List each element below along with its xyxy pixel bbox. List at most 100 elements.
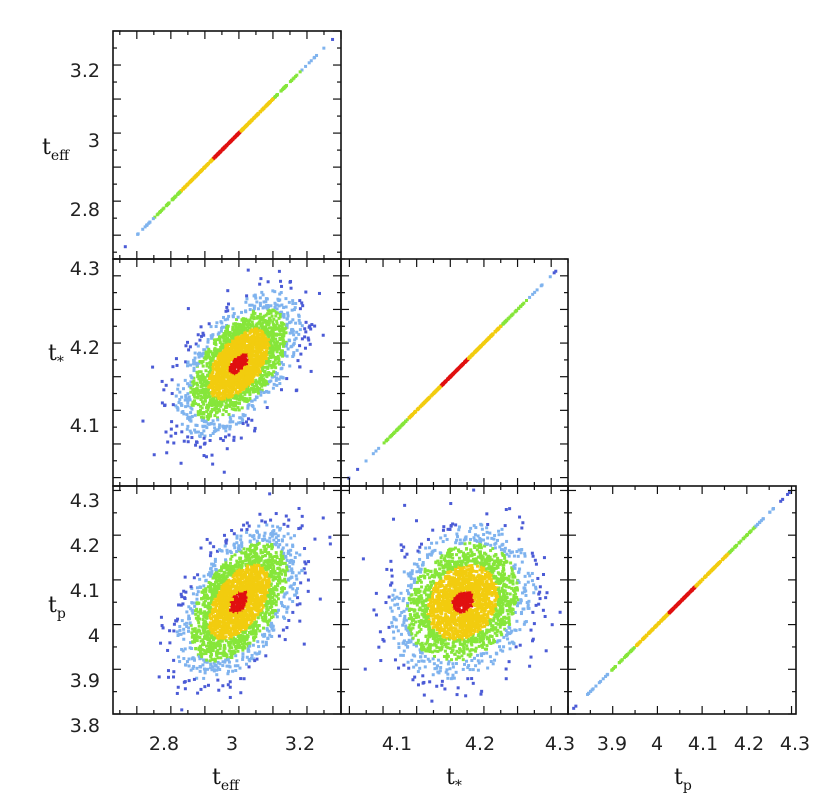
scatter-point bbox=[282, 350, 286, 354]
scatter-point bbox=[178, 625, 182, 629]
diagonal-point bbox=[206, 162, 210, 166]
scatter-point bbox=[208, 438, 212, 442]
scatter-point bbox=[285, 317, 289, 321]
scatter-point bbox=[261, 358, 265, 362]
scatter-point bbox=[226, 289, 230, 293]
scatter-point bbox=[212, 397, 216, 401]
scatter-point bbox=[222, 332, 226, 336]
diagonal-point bbox=[283, 85, 287, 89]
scatter-point bbox=[253, 429, 257, 433]
scatter-point bbox=[226, 624, 230, 628]
scatter-point bbox=[265, 406, 269, 410]
scatter-point bbox=[266, 551, 270, 555]
scatter-point bbox=[196, 383, 200, 387]
scatter-point bbox=[217, 392, 221, 396]
scatter-point bbox=[209, 411, 213, 415]
scatter-point bbox=[242, 547, 246, 551]
scatter-point bbox=[242, 345, 246, 349]
diagonal-point bbox=[517, 306, 521, 310]
scatter-point bbox=[184, 663, 188, 667]
scatter-point bbox=[251, 357, 255, 361]
scatter-point bbox=[269, 342, 273, 346]
scatter-point bbox=[240, 528, 244, 532]
scatter-point bbox=[232, 383, 236, 387]
scatter-point bbox=[222, 591, 226, 595]
scatter-point bbox=[198, 665, 202, 669]
scatter-point bbox=[202, 393, 206, 397]
scatter-point bbox=[211, 394, 215, 398]
scatter-point bbox=[196, 691, 200, 695]
scatter-point bbox=[218, 335, 222, 339]
diagonal-point bbox=[194, 174, 198, 178]
scatter-point bbox=[239, 369, 243, 373]
scatter-point bbox=[244, 326, 248, 330]
scatter-point bbox=[252, 638, 256, 642]
diagonal-point bbox=[505, 318, 509, 322]
scatter-point bbox=[243, 337, 247, 341]
diagonal-point bbox=[524, 299, 528, 303]
scatter-point bbox=[248, 397, 252, 401]
scatter-point bbox=[222, 533, 226, 537]
scatter-point bbox=[219, 385, 223, 389]
scatter-point bbox=[270, 575, 274, 579]
diagonal-point bbox=[313, 55, 317, 59]
scatter-point bbox=[297, 571, 301, 575]
scatter-point bbox=[224, 429, 228, 433]
scatter-point bbox=[179, 461, 183, 465]
scatter-point bbox=[238, 401, 242, 405]
scatter-point bbox=[280, 326, 284, 330]
scatter-point bbox=[186, 340, 190, 344]
scatter-point bbox=[246, 268, 250, 272]
scatter-point bbox=[268, 326, 272, 330]
scatter-point bbox=[235, 541, 239, 545]
diagonal-point bbox=[253, 115, 257, 119]
scatter-point bbox=[188, 429, 192, 433]
scatter-point bbox=[250, 351, 254, 355]
scatter-point bbox=[229, 354, 233, 358]
scatter-point bbox=[230, 363, 234, 367]
scatter-point bbox=[205, 345, 209, 349]
diagonal-point bbox=[221, 147, 225, 151]
scatter-point bbox=[213, 414, 217, 418]
scatter-point bbox=[280, 361, 284, 365]
scatter-point bbox=[253, 651, 257, 655]
scatter-point bbox=[263, 370, 267, 374]
scatter-point bbox=[254, 338, 258, 342]
scatter-point bbox=[260, 342, 264, 346]
scatter-point bbox=[274, 571, 278, 575]
scatter-point bbox=[227, 374, 231, 378]
scatter-point bbox=[207, 416, 211, 420]
scatter-point bbox=[198, 617, 202, 621]
diagonal-point bbox=[371, 452, 375, 456]
scatter-point bbox=[250, 359, 254, 363]
scatter-point bbox=[236, 649, 240, 653]
scatter-point bbox=[191, 666, 195, 670]
scatter-point bbox=[247, 319, 251, 323]
scatter-point bbox=[282, 586, 286, 590]
scatter-point bbox=[205, 395, 209, 399]
scatter-point bbox=[213, 618, 217, 622]
scatter-point bbox=[260, 366, 264, 370]
scatter-point bbox=[194, 402, 198, 406]
scatter-point bbox=[259, 613, 263, 617]
scatter-point bbox=[255, 325, 259, 329]
scatter-point bbox=[266, 623, 270, 627]
scatter-point bbox=[245, 334, 249, 338]
scatter-point bbox=[210, 334, 214, 338]
scatter-point bbox=[251, 543, 255, 547]
scatter-point bbox=[212, 638, 216, 642]
scatter-point bbox=[224, 333, 228, 337]
scatter-point bbox=[245, 655, 249, 659]
scatter-point bbox=[211, 649, 215, 653]
scatter-point bbox=[264, 329, 268, 333]
scatter-point bbox=[285, 626, 289, 630]
scatter-point bbox=[202, 380, 206, 384]
scatter-point bbox=[256, 331, 260, 335]
diagonal-point bbox=[265, 103, 269, 107]
scatter-point bbox=[282, 312, 286, 316]
scatter-point bbox=[204, 352, 208, 356]
scatter-point bbox=[298, 365, 302, 369]
scatter-point bbox=[219, 620, 223, 624]
scatter-point bbox=[241, 380, 245, 384]
scatter-point bbox=[237, 341, 241, 345]
